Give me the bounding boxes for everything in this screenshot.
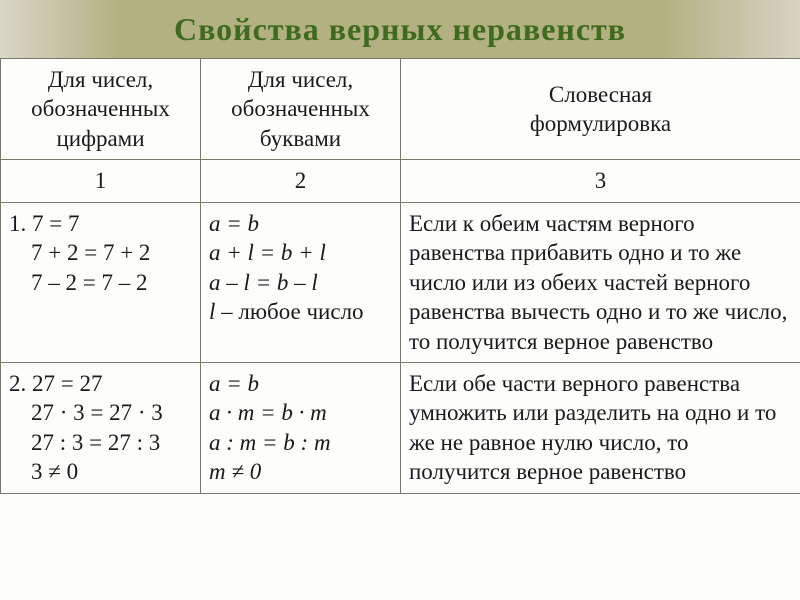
expr: 7 – 2 = 7 – 2 xyxy=(9,268,192,297)
expr: 27 : 3 = 27 : 3 xyxy=(9,428,192,457)
col-number: 3 xyxy=(401,160,800,202)
title-bar: Свойства верных неравенств xyxy=(0,0,800,58)
cell-digits: 1. 7 = 7 7 + 2 = 7 + 2 7 – 2 = 7 – 2 xyxy=(1,202,201,362)
col-header-digits: Для чисел, обозначенных цифрами xyxy=(1,59,201,160)
cell-verbal: Если к обеим частям верного равенства пр… xyxy=(401,202,800,362)
expr: l – любое число xyxy=(209,299,364,324)
expr: a – l = b – l xyxy=(209,270,318,295)
expr: a : m = b : m xyxy=(209,430,331,455)
page-title: Свойства верных неравенств xyxy=(174,11,626,48)
expr: 1. 7 = 7 xyxy=(9,211,79,236)
col-number: 1 xyxy=(1,160,201,202)
hdr-text: Для чисел, xyxy=(248,67,353,92)
table-number-row: 1 2 3 xyxy=(1,160,800,202)
table-row: 1. 7 = 7 7 + 2 = 7 + 2 7 – 2 = 7 – 2 a =… xyxy=(1,202,800,362)
expr: 3 ≠ 0 xyxy=(9,457,192,486)
hdr-text: обозначенных xyxy=(31,96,170,121)
expr: a + l = b + l xyxy=(209,240,326,265)
expr: 27 · 3 = 27 · 3 xyxy=(9,398,192,427)
table-row: 2. 27 = 27 27 · 3 = 27 · 3 27 : 3 = 27 :… xyxy=(1,362,800,493)
cell-letters: a = b a · m = b · m a : m = b : m m ≠ 0 xyxy=(201,362,401,493)
expr: a = b xyxy=(209,371,259,396)
col-number: 2 xyxy=(201,160,401,202)
hdr-text: Для чисел, xyxy=(48,67,153,92)
hdr-text: формулировка xyxy=(530,111,671,136)
expr: a · m = b · m xyxy=(209,400,327,425)
expr: 2. 27 = 27 xyxy=(9,371,102,396)
properties-table: Для чисел, обозначенных цифрами Для чисе… xyxy=(0,58,800,494)
text: – любое число xyxy=(215,299,363,324)
expr: m ≠ 0 xyxy=(209,459,261,484)
table-header-row: Для чисел, обозначенных цифрами Для чисе… xyxy=(1,59,800,160)
cell-digits: 2. 27 = 27 27 · 3 = 27 · 3 27 : 3 = 27 :… xyxy=(1,362,201,493)
cell-letters: a = b a + l = b + l a – l = b – l l – лю… xyxy=(201,202,401,362)
hdr-text: обозначенных xyxy=(231,96,370,121)
hdr-text: цифрами xyxy=(56,126,144,151)
cell-verbal: Если обе части верного равенства умножит… xyxy=(401,362,800,493)
expr: 7 + 2 = 7 + 2 xyxy=(9,238,192,267)
col-header-verbal: Словесная формулировка xyxy=(401,59,800,160)
expr: a = b xyxy=(209,211,259,236)
hdr-text: Словесная xyxy=(549,82,652,107)
col-header-letters: Для чисел, обозначенных буквами xyxy=(201,59,401,160)
hdr-text: буквами xyxy=(260,126,341,151)
